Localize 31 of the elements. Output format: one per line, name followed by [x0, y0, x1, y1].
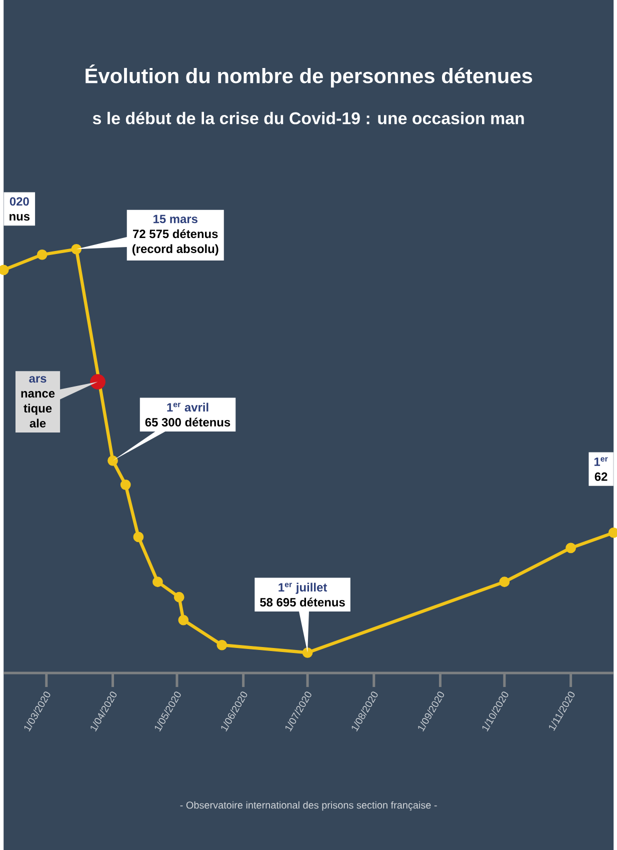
- point: [565, 542, 576, 554]
- annotation: 1$^{er}$ avril: [167, 402, 208, 412]
- text: 15 mars: [153, 214, 198, 224]
- point: [120, 480, 131, 490]
- point: [499, 576, 510, 588]
- annotation: 58 695 détenus: [260, 598, 345, 607]
- chart-title: Évolution du nombre de personnes détenues: [86, 64, 532, 88]
- point: [133, 532, 144, 542]
- text: nus: [9, 214, 30, 221]
- point: [178, 614, 188, 626]
- point: [71, 244, 82, 254]
- point: [216, 640, 228, 650]
- annotation: tique: [24, 404, 52, 415]
- annotation: 1$^{er}$ juillet: [278, 582, 327, 594]
- annotation: 1$^{er}$: [594, 457, 608, 466]
- point: [174, 592, 184, 602]
- text: 72 575 détenus: [132, 229, 218, 238]
- point: [302, 647, 313, 658]
- text: 020: [10, 197, 29, 206]
- annotation: ale: [30, 418, 46, 428]
- point: [36, 249, 48, 260]
- annotation: nance: [21, 391, 55, 398]
- point: [152, 576, 163, 588]
- text: - Observatoire international des prisons section française -: [180, 801, 437, 811]
- point: [107, 455, 118, 466]
- annotation: ars: [29, 376, 46, 383]
- annotation: (record absolu): [132, 244, 218, 256]
- annotation: 65 300 détenus: [145, 418, 230, 427]
- point: [90, 374, 106, 390]
- annotation: 62: [594, 472, 608, 481]
- chart-subtitle: s le début de la crise du Covid-19 : une occasion man: [92, 112, 524, 124]
